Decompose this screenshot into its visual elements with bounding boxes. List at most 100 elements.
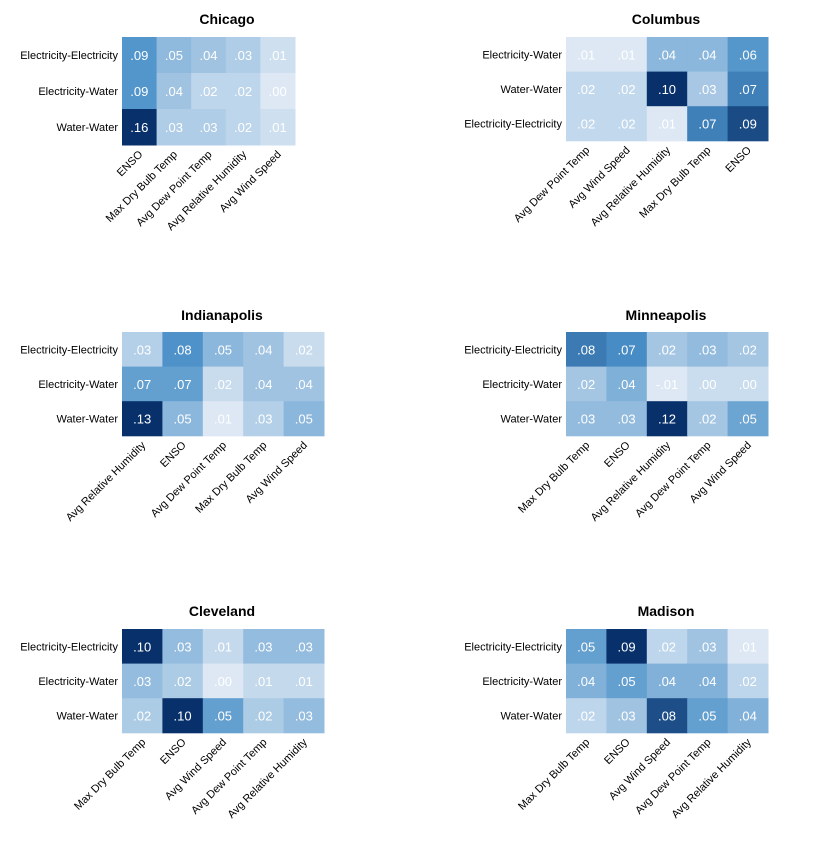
row-label: Electricity-Electricity — [464, 344, 562, 356]
cell-value-label: .05 — [214, 709, 232, 724]
heatmap-cell — [727, 401, 769, 437]
cell-value-label: .02 — [577, 377, 595, 392]
heatmap-cell — [243, 332, 285, 368]
heatmap-cell — [260, 73, 296, 110]
cell-value-label: .07 — [618, 342, 636, 357]
panel-cleveland: Cleveland .10 .03 .01 .03 .03 .03 .02 .00 .01 .01.… — [20, 603, 325, 821]
column-label: Max Dry Bulb Temp — [637, 144, 713, 220]
heatmap-cell — [243, 629, 285, 665]
heatmap-cell — [687, 37, 729, 73]
row-label: Electricity-Water — [482, 676, 562, 688]
heatmap-cell — [727, 332, 769, 368]
cell-value-label: .16 — [130, 120, 148, 135]
heatmap-cell — [727, 698, 769, 734]
row-label: Electricity-Electricity — [20, 344, 118, 356]
heatmap-cell — [646, 629, 688, 665]
heatmap-cell — [606, 366, 648, 402]
cell-value-label: .02 — [739, 342, 757, 357]
heatmap-cell — [202, 629, 244, 665]
cell-value-label: .01 — [739, 639, 757, 654]
heatmap-cell — [566, 37, 607, 73]
cell-value-label: .04 — [698, 674, 716, 689]
cell-value-label: -.01 — [656, 377, 678, 392]
heatmap-cell — [156, 109, 192, 146]
heatmap-cell — [727, 663, 769, 699]
cell-value-label: .02 — [698, 412, 716, 427]
cell-value-label: .04 — [739, 709, 757, 724]
cell-value-label: .08 — [174, 342, 192, 357]
column-label: ENSO — [158, 736, 189, 767]
column-label: Max Dry Bulb Temp — [72, 736, 148, 812]
column-label: Avg Relative Humidity — [64, 439, 149, 524]
cell-value-label: .02 — [739, 674, 757, 689]
panel-madison: Madison .05 .09 .02 .03 .01 .04 .05 .04 .04 .02 .02… — [464, 603, 769, 821]
column-label: Max Dry Bulb Temp — [193, 439, 269, 515]
heatmap-cell — [687, 629, 729, 665]
heatmap-cell — [202, 663, 244, 699]
cell-value-label: .02 — [577, 82, 595, 97]
cell-value-label: .01 — [577, 47, 595, 62]
heatmap-cell — [243, 366, 285, 402]
cell-value-label: .01 — [269, 120, 287, 135]
cell-value-label: .05 — [577, 639, 595, 654]
column-label: Avg Dew Point Temp — [189, 736, 269, 816]
cell-value-label: .02 — [199, 84, 217, 99]
cell-value-label: .05 — [698, 709, 716, 724]
row-label: Electricity-Electricity — [464, 641, 562, 653]
cell-value-label: .06 — [739, 47, 757, 62]
heatmap-cell — [687, 663, 729, 699]
heatmap-cell — [283, 366, 325, 402]
column-label: Avg Dew Point Temp — [633, 439, 713, 519]
heatmap-cell — [243, 698, 285, 734]
cell-value-label: .02 — [214, 377, 232, 392]
heatmap-cell — [122, 401, 163, 437]
cell-value-label: .03 — [199, 120, 217, 135]
heatmap-cell — [727, 37, 769, 73]
row-label: Water-Water — [500, 84, 562, 96]
cell-value-label: .05 — [295, 412, 313, 427]
heatmap-cell — [122, 37, 158, 74]
cell-value-label: .03 — [698, 342, 716, 357]
panel-title: Minneapolis — [626, 307, 707, 323]
row-label: Water-Water — [56, 122, 118, 134]
cell-value-label: .05 — [618, 674, 636, 689]
cell-value-label: .10 — [174, 709, 192, 724]
heatmap-cell — [646, 37, 688, 73]
heatmap-cell — [122, 366, 163, 402]
cell-value-label: .02 — [658, 342, 676, 357]
heatmap-cell — [122, 109, 158, 146]
heatmap-cell — [566, 332, 607, 368]
heatmap-cell — [162, 401, 204, 437]
cell-value-label: .03 — [295, 639, 313, 654]
heatmap-cell — [606, 663, 648, 699]
cell-value-label: .01 — [214, 639, 232, 654]
cell-value-label: .04 — [254, 377, 272, 392]
column-label: Avg Relative Humidity — [589, 439, 674, 524]
heatmap-cell — [162, 366, 204, 402]
cell-value-label: .02 — [234, 84, 252, 99]
heatmap-cell — [122, 698, 163, 734]
cell-value-label: .05 — [214, 342, 232, 357]
heatmap-cell — [646, 71, 688, 107]
cell-value-label: .10 — [133, 639, 151, 654]
cell-value-label: .04 — [698, 47, 716, 62]
heatmap-cell — [243, 663, 285, 699]
row-label: Water-Water — [56, 414, 118, 426]
heatmap-cell — [646, 332, 688, 368]
heatmap-cell — [191, 37, 227, 74]
cell-value-label: .03 — [577, 412, 595, 427]
heatmap-cell — [727, 71, 769, 107]
cell-value-label: .02 — [254, 709, 272, 724]
heatmap-cell — [606, 37, 648, 73]
heatmap-cell — [283, 698, 325, 734]
cell-value-label: .02 — [133, 709, 151, 724]
heatmap-cell — [566, 629, 607, 665]
column-label: Max Dry Bulb Temp — [516, 736, 592, 812]
heatmap-cell — [122, 332, 163, 368]
cell-value-label: .04 — [618, 377, 636, 392]
cell-value-label: .13 — [133, 412, 151, 427]
heatmap-cell — [283, 401, 325, 437]
column-label: Avg Wind Speed — [218, 149, 284, 215]
heatmap-cell — [606, 332, 648, 368]
